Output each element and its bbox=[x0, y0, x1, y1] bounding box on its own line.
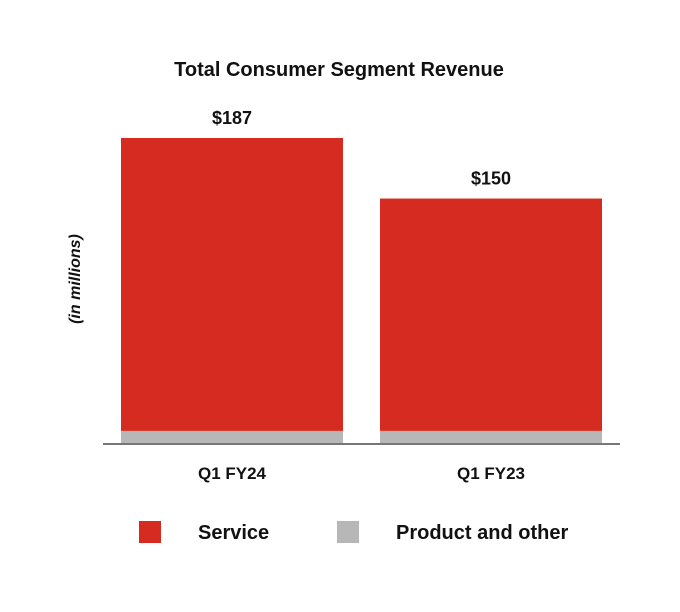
bar-service-q1-fy24 bbox=[121, 138, 343, 431]
bar-service-q1-fy23 bbox=[380, 198, 602, 431]
bar-product-and-other-q1-fy23 bbox=[380, 430, 602, 444]
bar-product-and-other-q1-fy24 bbox=[121, 430, 343, 444]
y-axis-label: (in millions) bbox=[67, 234, 84, 324]
category-label-q1-fy23: Q1 FY23 bbox=[457, 464, 525, 483]
total-label-q1-fy24: $187 bbox=[212, 108, 252, 128]
legend-swatch-service bbox=[139, 521, 161, 543]
total-label-q1-fy23: $150 bbox=[471, 169, 511, 189]
bars-group: $187 Q1 FY24 $150 Q1 FY23 bbox=[121, 108, 602, 483]
legend: Service Product and other bbox=[139, 521, 568, 544]
legend-label-product-and-other: Product and other bbox=[396, 522, 568, 544]
legend-swatch-product-and-other bbox=[337, 521, 359, 543]
chart-title: Total Consumer Segment Revenue bbox=[174, 59, 504, 81]
category-label-q1-fy24: Q1 FY24 bbox=[198, 464, 267, 483]
legend-label-service: Service bbox=[198, 522, 269, 544]
